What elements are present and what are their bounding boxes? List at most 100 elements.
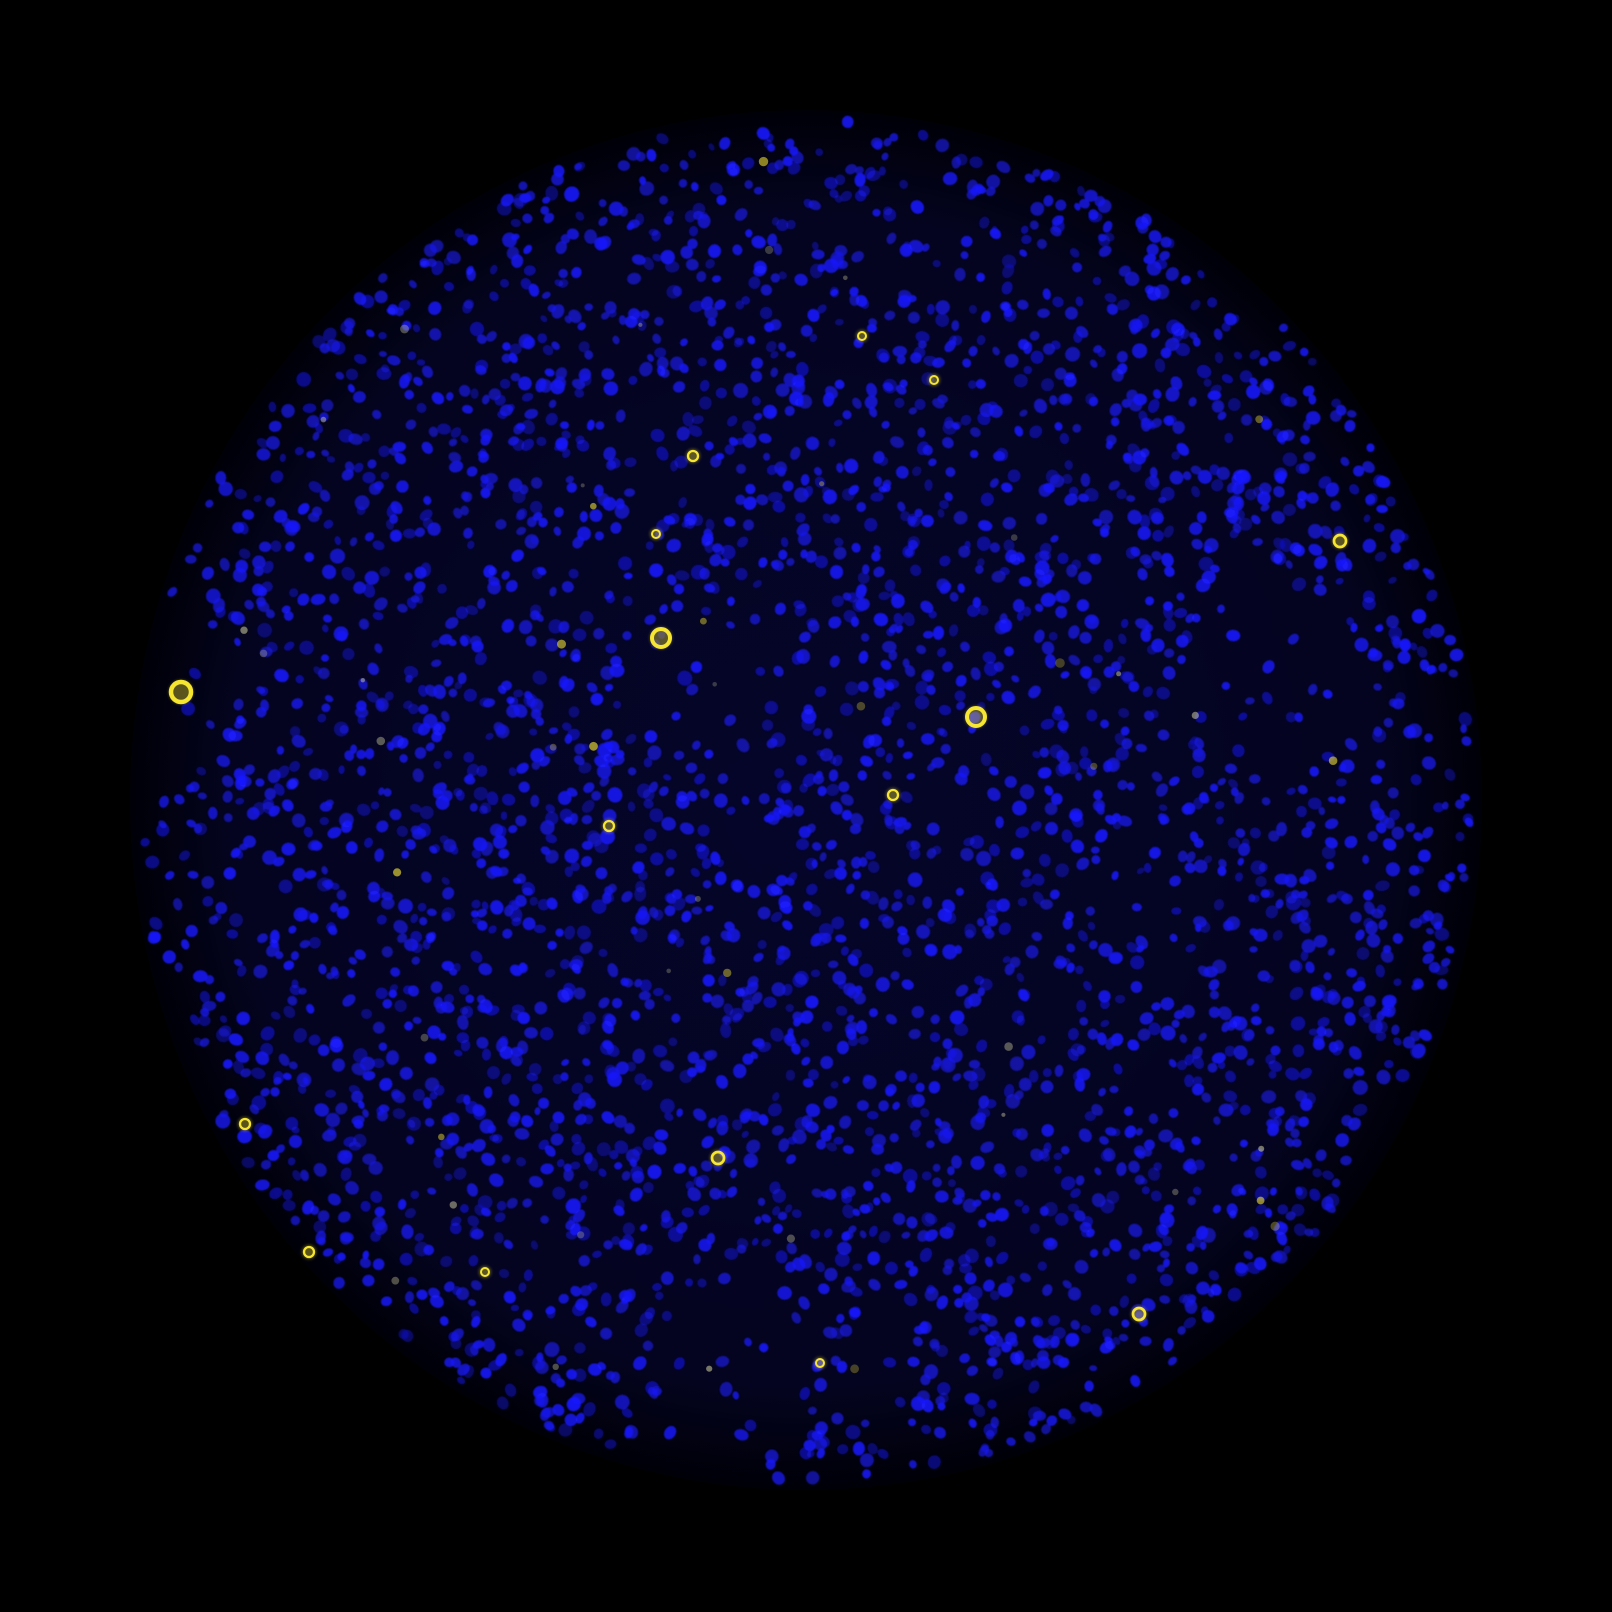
nucleus — [358, 678, 368, 690]
nucleus — [550, 379, 565, 395]
nucleus — [391, 735, 405, 748]
nucleus — [421, 441, 433, 454]
nucleus — [1172, 421, 1185, 434]
nucleus — [1126, 1273, 1137, 1284]
nucleus — [1179, 1034, 1187, 1044]
nucleus — [959, 1353, 970, 1364]
nucleus — [757, 940, 767, 950]
nucleus — [374, 1206, 386, 1217]
nucleus — [810, 969, 821, 978]
nucleus — [437, 583, 447, 594]
nucleus — [1143, 253, 1157, 264]
nucleus — [791, 651, 804, 665]
nucleus — [597, 742, 612, 758]
nucleus — [516, 1157, 526, 1167]
nucleus — [805, 436, 819, 450]
nucleus — [601, 728, 613, 741]
nucleus — [429, 328, 442, 341]
nucleus — [849, 823, 862, 835]
nucleus — [1309, 766, 1320, 777]
nucleus — [405, 674, 413, 683]
nucleus — [974, 975, 984, 985]
nucleus — [1276, 1231, 1288, 1246]
nucleus — [529, 500, 543, 514]
nucleus — [1198, 1032, 1207, 1042]
nucleus — [1444, 873, 1454, 882]
nucleus — [660, 1060, 675, 1072]
nucleus — [344, 750, 355, 761]
nucleus — [526, 694, 536, 707]
nucleus — [416, 1289, 428, 1300]
nucleus — [940, 1057, 956, 1073]
nucleus — [743, 1153, 758, 1168]
nucleus — [871, 1168, 881, 1178]
nucleus — [303, 826, 313, 838]
nucleus — [1331, 1178, 1341, 1188]
nucleus — [795, 512, 806, 523]
nucleus — [377, 699, 385, 710]
nucleus — [675, 570, 690, 581]
nucleus — [767, 143, 776, 152]
nucleus — [964, 1392, 980, 1405]
nucleus — [1282, 503, 1296, 517]
nucleus — [432, 782, 447, 795]
nucleus — [518, 1282, 527, 1293]
nucleus — [785, 877, 795, 886]
nucleus — [1218, 858, 1227, 868]
nucleus — [1405, 822, 1416, 833]
nucleus — [940, 743, 951, 755]
nucleus — [198, 1015, 211, 1027]
nucleus — [1090, 846, 1100, 854]
nucleus — [1145, 596, 1155, 606]
nucleus — [545, 185, 559, 201]
nucleus — [441, 877, 450, 885]
nucleus — [922, 243, 930, 252]
nucleus — [805, 1103, 821, 1118]
nucleus — [1217, 411, 1227, 421]
nucleus — [1065, 306, 1078, 320]
nucleus — [324, 695, 334, 703]
nucleus — [634, 843, 647, 854]
nucleus — [752, 1038, 765, 1048]
nucleus — [630, 926, 638, 935]
nucleus — [471, 899, 481, 909]
nucleus — [502, 232, 517, 248]
nucleus — [598, 216, 608, 227]
nucleus — [836, 462, 844, 473]
nucleus — [1310, 1227, 1320, 1238]
nucleus — [1148, 1241, 1162, 1252]
nucleus — [728, 437, 738, 446]
nucleus — [924, 479, 933, 491]
nucleus — [438, 634, 453, 645]
nucleus — [942, 1127, 954, 1139]
nucleus — [799, 1254, 812, 1269]
nucleus — [449, 968, 458, 976]
nucleus — [811, 1430, 823, 1441]
nucleus — [1147, 1167, 1161, 1181]
nucleus — [575, 1412, 585, 1424]
nucleus — [1143, 862, 1152, 873]
nucleus — [1232, 744, 1245, 758]
nucleus — [1048, 631, 1058, 641]
nucleus — [820, 1129, 832, 1142]
nucleus — [502, 928, 513, 939]
nucleus — [854, 172, 866, 187]
nucleus — [270, 1011, 281, 1020]
nucleus — [1021, 234, 1032, 245]
nucleus — [1313, 934, 1328, 948]
nucleus — [741, 420, 756, 434]
nucleus — [935, 1395, 946, 1406]
nucleus — [1346, 410, 1357, 418]
nucleus — [586, 1156, 599, 1172]
nucleus — [1224, 763, 1237, 774]
nucleus — [953, 510, 968, 525]
nucleus — [1033, 398, 1048, 414]
nucleus — [236, 965, 247, 977]
nucleus — [699, 396, 712, 410]
nucleus — [423, 495, 432, 505]
nucleus — [1309, 1188, 1321, 1201]
nucleus — [531, 1083, 543, 1095]
nucleus — [1276, 822, 1287, 837]
nucleus — [615, 749, 625, 759]
nucleus — [467, 1299, 477, 1306]
